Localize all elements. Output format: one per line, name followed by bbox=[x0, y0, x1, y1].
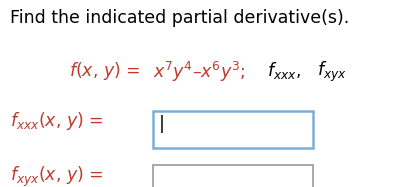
Text: $\it{f}_{\it{xxx}}$,: $\it{f}_{\it{xxx}}$, bbox=[267, 60, 300, 81]
Text: Find the indicated partial derivative(s).: Find the indicated partial derivative(s)… bbox=[10, 9, 350, 27]
Text: $\it{f}_{\it{xyx}}$: $\it{f}_{\it{xyx}}$ bbox=[317, 60, 347, 84]
FancyBboxPatch shape bbox=[153, 111, 313, 148]
Text: $\it{f}$($\it{x}$, $\it{y}$) =: $\it{f}$($\it{x}$, $\it{y}$) = bbox=[69, 60, 142, 82]
Text: $\it{f}_{\it{xxx}}$($\it{x}$, $\it{y}$) =: $\it{f}_{\it{xxx}}$($\it{x}$, $\it{y}$) … bbox=[10, 110, 104, 132]
Text: $\it{f}_{\it{xyx}}$($\it{x}$, $\it{y}$) =: $\it{f}_{\it{xyx}}$($\it{x}$, $\it{y}$) … bbox=[10, 165, 104, 187]
Text: $\it{x}^{7}\it{y}^{4}$–$\it{x}^{6}\it{y}^{3}$;: $\it{x}^{7}\it{y}^{4}$–$\it{x}^{6}\it{y}… bbox=[153, 60, 245, 84]
Text: |: | bbox=[159, 115, 165, 133]
FancyBboxPatch shape bbox=[153, 165, 313, 187]
